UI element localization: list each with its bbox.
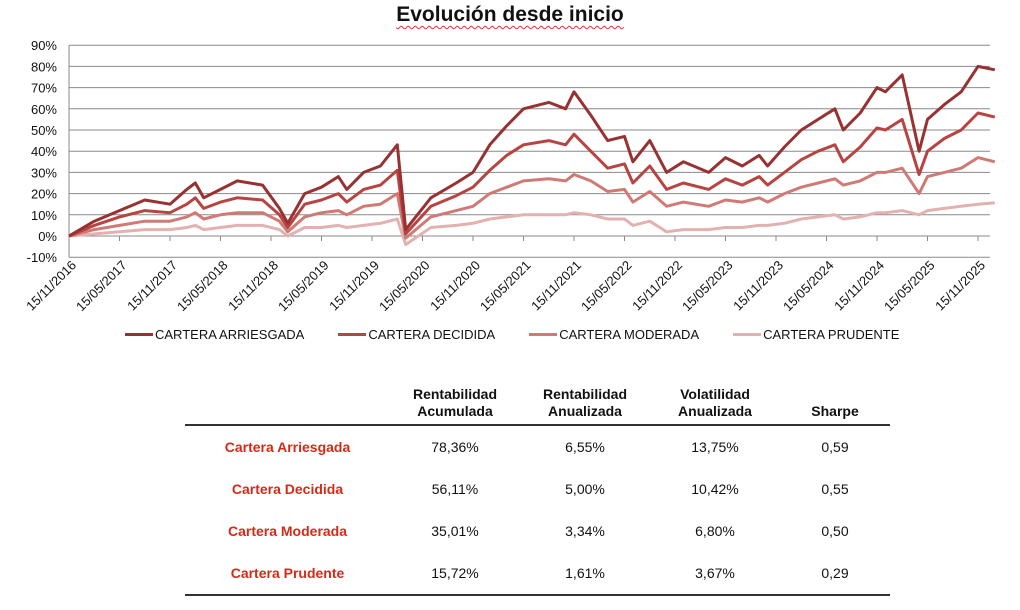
line-chart: -10% 0% 10% 20% 30% 40% 50% 60% 70% 80% 90% 15/11/2… <box>23 38 996 315</box>
column-header: Rentabilidad Acumulada <box>390 386 520 426</box>
y-tick-label: 50% <box>31 123 57 138</box>
x-tick-label: 15/11/2022 <box>629 258 685 314</box>
table-cell: 56,11% <box>431 481 479 497</box>
column-header <box>185 386 390 426</box>
table-row: Cartera Arriesgada 78,36% 6,55% 13,75% 0,59 <box>185 425 890 468</box>
table-cell: 0,55 <box>821 481 849 497</box>
x-tick-label: 15/11/2019 <box>326 258 382 314</box>
y-tick-label: 70% <box>31 81 57 96</box>
y-tick-label: -10% <box>27 250 58 265</box>
x-tick-label: 15/05/2024 <box>780 258 837 315</box>
table-cell: 15,72% <box>390 552 520 596</box>
table-cell: 13,75% <box>691 439 739 455</box>
table-cell: 0,50 <box>821 523 849 539</box>
x-tick-label: 15/05/2025 <box>881 258 938 315</box>
x-tick-label: 15/11/2017 <box>124 258 180 314</box>
table-cell: 35,01% <box>431 523 479 539</box>
table-row: Cartera Moderada 35,01% 3,34% 6,80% 0,50 <box>185 510 890 552</box>
performance-table: Rentabilidad Acumulada Rentabilidad Anualiz… <box>185 386 890 596</box>
x-tick-label: 15/05/2020 <box>376 258 433 315</box>
y-tick-label: 0% <box>38 229 57 244</box>
table-cell: 3,67% <box>650 552 780 596</box>
x-tick-label: 15/05/2019 <box>275 258 332 315</box>
series-line-cartera-arriesgada <box>68 64 996 238</box>
table-cell: 78,36% <box>431 439 479 455</box>
column-header: Volatilidad Anualizada <box>650 386 780 426</box>
legend-item: CARTERA DECIDIDA <box>338 327 495 342</box>
x-tick-label: 15/11/2021 <box>528 258 584 314</box>
legend-item: CARTERA PRUDENTE <box>733 327 899 342</box>
table-cell: 0,29 <box>780 552 890 596</box>
table-cell: 6,80% <box>695 523 735 539</box>
chart-title: Evolución desde inicio <box>396 3 624 26</box>
x-tick-label: 15/05/2018 <box>174 258 231 315</box>
table-cell: 6,55% <box>565 439 605 455</box>
legend: CARTERA ARRIESGADA CARTERA DECIDIDA CART… <box>125 327 899 342</box>
x-tick-label: 15/11/2024 <box>831 258 887 314</box>
table-cell: 0,59 <box>821 439 849 455</box>
y-tick-label: 60% <box>31 102 57 117</box>
x-tick-label: 15/11/2018 <box>225 258 281 314</box>
y-tick-label: 30% <box>31 165 57 180</box>
x-tick-label: 15/11/2025 <box>932 258 988 314</box>
y-tick-label: 20% <box>31 187 57 202</box>
x-tick-label: 15/11/2023 <box>730 258 786 314</box>
column-header: Sharpe <box>780 386 890 426</box>
y-tick-label: 10% <box>31 208 57 223</box>
portfolio-name: Cartera Arriesgada <box>224 439 351 455</box>
y-tick-label: 90% <box>31 38 57 53</box>
table-cell: 5,00% <box>565 481 605 497</box>
legend-swatch <box>733 333 762 336</box>
legend-item: CARTERA ARRIESGADA <box>125 327 304 342</box>
x-tick-label: 15/11/2020 <box>427 258 483 314</box>
series-line-cartera-decidida <box>68 111 996 238</box>
y-tick-label: 40% <box>31 144 57 159</box>
legend-swatch <box>125 333 153 336</box>
x-tick-label: 15/05/2021 <box>477 258 534 315</box>
legend-swatch <box>529 333 558 336</box>
table-cell: 3,34% <box>565 523 605 539</box>
portfolio-name: Cartera Decidida <box>231 481 344 497</box>
portfolio-name: Cartera Moderada <box>227 523 348 539</box>
legend-item: CARTERA MODERADA <box>529 327 699 342</box>
x-tick-label: 15/05/2023 <box>679 258 736 315</box>
table-row: Cartera Prudente 15,72% 1,61% 3,67% 0,29 <box>185 552 890 596</box>
table-cell: 1,61% <box>520 552 650 596</box>
table-row: Cartera Decidida 56,11% 5,00% 10,42% 0,55 <box>185 468 890 510</box>
y-tick-label: 80% <box>31 59 57 74</box>
portfolio-name: Cartera Prudente <box>185 552 390 596</box>
column-header: Rentabilidad Anualizada <box>520 386 650 426</box>
legend-swatch <box>338 333 367 336</box>
x-tick-label: 15/11/2016 <box>23 258 79 314</box>
series-line-cartera-prudente <box>68 201 995 246</box>
series-line-cartera-moderada <box>68 156 996 240</box>
table-cell: 10,42% <box>691 481 739 497</box>
x-tick-label: 15/05/2022 <box>578 258 635 315</box>
x-tick-label: 15/05/2017 <box>73 258 130 315</box>
